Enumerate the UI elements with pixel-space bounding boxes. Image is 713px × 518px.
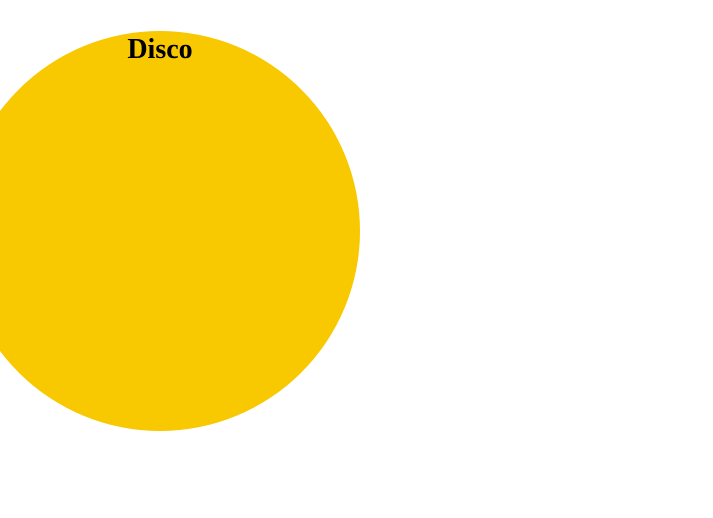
disco-circle: [0, 31, 360, 431]
disco-label: Disco: [127, 34, 193, 65]
